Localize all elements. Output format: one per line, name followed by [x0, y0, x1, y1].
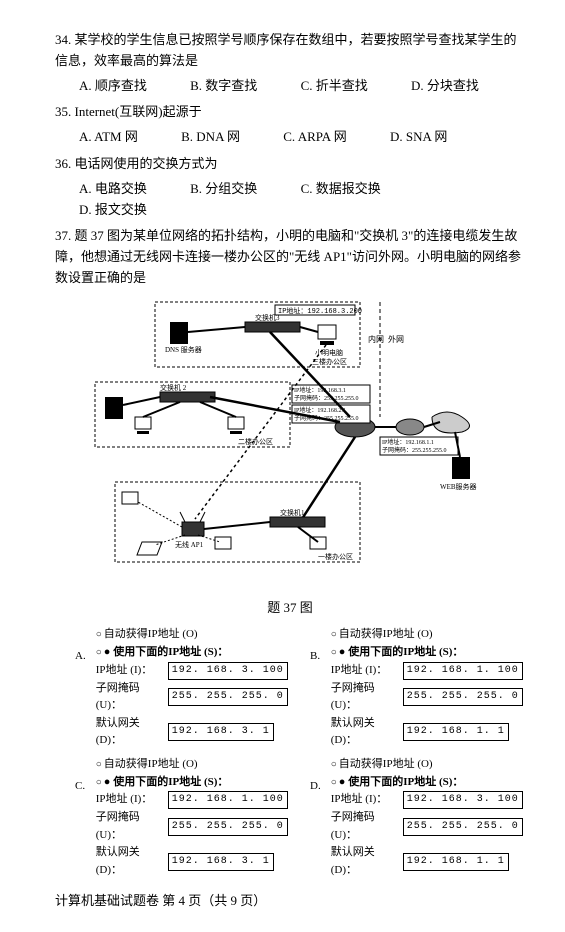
label-c: C. [75, 778, 93, 796]
svg-text:WEB服务器: WEB服务器 [440, 482, 477, 491]
c-mask: 255. 255. 255. 0 [168, 818, 288, 836]
q36-text: 电话网使用的交换方式为 [75, 156, 218, 171]
q34-opt-b: B. 数字查找 [190, 76, 257, 97]
q34-opt-a: A. 顺序查找 [79, 76, 147, 97]
svg-text:DNS 服务器: DNS 服务器 [165, 345, 202, 354]
q36-opt-d: D. 报文交换 [79, 200, 147, 221]
q34-num: 34. [55, 32, 71, 47]
radio-auto: 自动获得IP地址 (O) [331, 626, 523, 644]
label-outnet: 外网 [388, 334, 404, 344]
a-ip: 192. 168. 3. 100 [168, 662, 288, 680]
q35-num: 35. [55, 104, 71, 119]
q34-opt-c: C. 折半查找 [301, 76, 368, 97]
q36-num: 36. [55, 156, 71, 171]
radio-auto: 自动获得IP地址 (O) [96, 756, 288, 774]
b-gw: 192. 168. 1. 1 [403, 723, 509, 741]
q35-opt-a: A. ATM 网 [79, 127, 138, 148]
q35-opt-b: B. DNA 网 [181, 127, 240, 148]
config-row-2: C. 自动获得IP地址 (O) ● 使用下面的IP地址 (S)： IP地址 (I… [75, 756, 525, 880]
radio-auto: 自动获得IP地址 (O) [331, 756, 523, 774]
svg-text:小明电脑: 小明电脑 [315, 348, 343, 357]
svg-text:三楼办公区: 三楼办公区 [312, 357, 347, 366]
c-ip: 192. 168. 1. 100 [168, 791, 288, 809]
svg-text:IP地址：192.168.3.200: IP地址：192.168.3.200 [278, 306, 362, 316]
q37-num: 37. [55, 228, 71, 243]
radio-manual: ● 使用下面的IP地址 (S)： [331, 644, 523, 662]
svg-text:交换机 2: 交换机 2 [160, 383, 187, 392]
q36-opt-a: A. 电路交换 [79, 179, 147, 200]
config-row-1: A. 自动获得IP地址 (O) ● 使用下面的IP地址 (S)： IP地址 (I… [75, 626, 525, 750]
a-gw: 192. 168. 3. 1 [168, 723, 274, 741]
q34-options: A. 顺序查找 B. 数字查找 C. 折半查找 D. 分块查找 [55, 76, 525, 97]
label-b: B. [310, 648, 328, 666]
radio-manual: ● 使用下面的IP地址 (S)： [96, 644, 288, 662]
label-a: A. [75, 648, 93, 666]
radio-manual: ● 使用下面的IP地址 (S)： [331, 774, 523, 792]
d-ip: 192. 168. 3. 100 [403, 791, 523, 809]
q35-opt-d: D. SNA 网 [390, 127, 447, 148]
q35-opt-c: C. ARPA 网 [283, 127, 346, 148]
label-d: D. [310, 778, 328, 796]
a-mask: 255. 255. 255. 0 [168, 688, 288, 706]
b-ip: 192. 168. 1. 100 [403, 662, 523, 680]
radio-manual: ● 使用下面的IP地址 (S)： [96, 774, 288, 792]
d-mask: 255. 255. 255. 0 [403, 818, 523, 836]
q34-text: 某学校的学生信息已按照学号顺序保存在数组中，若要按照学号查找某学生的信息，效率最… [55, 32, 517, 68]
c-gw: 192. 168. 3. 1 [168, 853, 274, 871]
radio-auto: 自动获得IP地址 (O) [96, 626, 288, 644]
q37-text: 题 37 图为某单位网络的拓扑结构，小明的电脑和"交换机 3"的连接电缆发生故障… [55, 228, 521, 285]
q34-opt-d: D. 分块查找 [411, 76, 479, 97]
q35-options: A. ATM 网 B. DNA 网 C. ARPA 网 D. SNA 网 [55, 127, 525, 148]
label-innet: 内网 [368, 334, 384, 344]
network-diagram: 内网 外网 IP地址：192.168.3.200 DNS 服务器 交换机3 小明… [80, 297, 500, 594]
svg-text:无线 AP1: 无线 AP1 [175, 540, 204, 549]
svg-text:一楼办公区: 一楼办公区 [318, 552, 353, 561]
q35-text: Internet(互联网)起源于 [75, 104, 202, 119]
page-footer: 计算机基础试题卷 第 4 页（共 9 页） [55, 891, 525, 912]
svg-text:交换机3: 交换机3 [255, 313, 280, 322]
q36-options: A. 电路交换 B. 分组交换 C. 数据报交换 D. 报文交换 [55, 179, 525, 221]
q37-caption: 题 37 图 [55, 598, 525, 619]
b-mask: 255. 255. 255. 0 [403, 688, 523, 706]
d-gw: 192. 168. 1. 1 [403, 853, 509, 871]
q36-opt-c: C. 数据报交换 [301, 179, 381, 200]
svg-text:交换机1: 交换机1 [280, 508, 305, 517]
q36-opt-b: B. 分组交换 [190, 179, 257, 200]
